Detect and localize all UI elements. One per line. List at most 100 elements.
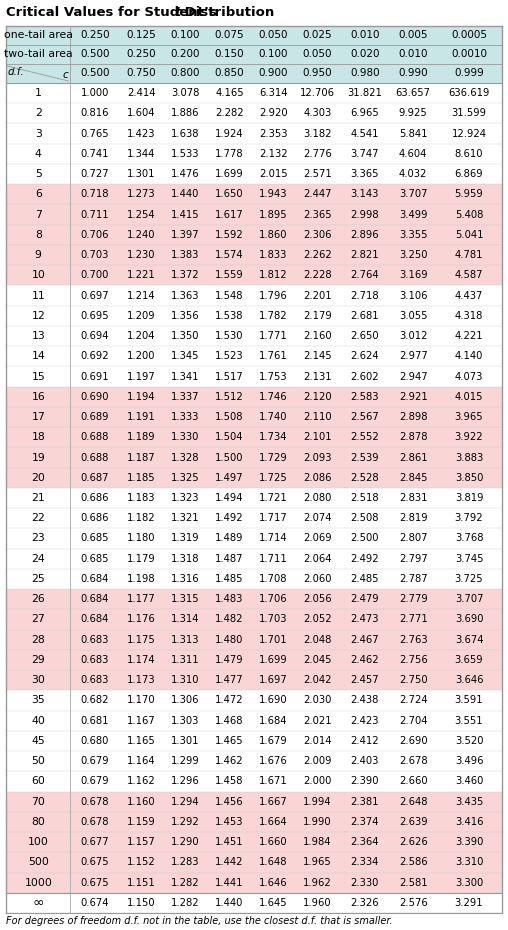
Text: 1.771: 1.771: [259, 331, 288, 341]
Text: 1.323: 1.323: [171, 493, 200, 503]
Text: 1.356: 1.356: [171, 311, 200, 321]
Text: Distribution: Distribution: [180, 6, 274, 19]
Text: 1.721: 1.721: [259, 493, 288, 503]
Text: 100: 100: [28, 837, 49, 847]
Text: 2.015: 2.015: [259, 169, 288, 179]
Text: 1.479: 1.479: [215, 655, 244, 665]
Text: 0.697: 0.697: [80, 290, 109, 300]
Text: 2.552: 2.552: [351, 432, 379, 443]
Text: 1.796: 1.796: [259, 290, 288, 300]
Text: 1.313: 1.313: [171, 634, 200, 644]
Text: 0.150: 0.150: [215, 49, 244, 60]
Text: 1.319: 1.319: [171, 534, 200, 543]
Text: 5.841: 5.841: [399, 128, 427, 139]
Text: 0.684: 0.684: [81, 574, 109, 584]
Text: 1.960: 1.960: [303, 897, 332, 908]
Text: 28: 28: [31, 634, 45, 644]
Text: 2.920: 2.920: [259, 109, 288, 118]
Text: d.f.: d.f.: [8, 68, 24, 77]
Text: 0.685: 0.685: [81, 553, 109, 564]
Text: 6.869: 6.869: [455, 169, 483, 179]
Text: 2.861: 2.861: [399, 453, 428, 462]
Text: 3.819: 3.819: [455, 493, 483, 503]
Text: 4.604: 4.604: [399, 149, 427, 159]
Text: 0.250: 0.250: [80, 31, 110, 41]
Text: 3.106: 3.106: [399, 290, 427, 300]
Text: 6.314: 6.314: [259, 88, 288, 99]
Text: 1.592: 1.592: [215, 230, 244, 240]
Text: 2.831: 2.831: [399, 493, 427, 503]
Text: 25: 25: [31, 574, 45, 584]
Text: 1.301: 1.301: [127, 169, 155, 179]
Text: 1.176: 1.176: [127, 615, 155, 624]
Text: 0.674: 0.674: [81, 897, 109, 908]
Text: 2.423: 2.423: [351, 716, 379, 725]
Text: 2.718: 2.718: [351, 290, 379, 300]
Text: 0.679: 0.679: [80, 777, 109, 787]
Text: 2.648: 2.648: [399, 797, 427, 806]
Text: 1.350: 1.350: [171, 331, 200, 341]
Text: 2.132: 2.132: [259, 149, 288, 159]
Text: 0.990: 0.990: [398, 69, 428, 78]
Text: 1.729: 1.729: [259, 453, 288, 462]
Text: 0.684: 0.684: [81, 615, 109, 624]
Text: 0.687: 0.687: [81, 472, 109, 483]
Text: 12.924: 12.924: [452, 128, 487, 139]
Text: 2.014: 2.014: [303, 736, 332, 746]
Text: 636.619: 636.619: [449, 88, 490, 99]
Text: 1.530: 1.530: [215, 331, 244, 341]
Text: 2.093: 2.093: [303, 453, 332, 462]
Text: 1.523: 1.523: [215, 352, 244, 361]
Bar: [6, 184, 502, 205]
Text: 0.100: 0.100: [259, 49, 288, 60]
Text: 4.318: 4.318: [455, 311, 483, 321]
Text: For degrees of freedom d.f. not in the table, use the closest d.f. that is small: For degrees of freedom d.f. not in the t…: [6, 916, 393, 926]
Text: 1.472: 1.472: [215, 696, 244, 706]
Text: 1.462: 1.462: [215, 756, 244, 766]
Text: 1.711: 1.711: [259, 553, 288, 564]
Text: 3.768: 3.768: [455, 534, 483, 543]
Text: 63.657: 63.657: [396, 88, 431, 99]
Text: 1.183: 1.183: [127, 493, 155, 503]
Text: 1.833: 1.833: [259, 250, 288, 260]
Text: 1.453: 1.453: [215, 817, 244, 827]
Text: 0.678: 0.678: [81, 817, 109, 827]
Bar: [6, 326, 502, 346]
Text: 2.750: 2.750: [399, 675, 428, 685]
Bar: [6, 488, 502, 508]
Text: 1.415: 1.415: [171, 209, 200, 219]
Bar: [6, 771, 502, 791]
Text: 2.353: 2.353: [259, 128, 288, 139]
Text: 1.994: 1.994: [303, 797, 332, 806]
Text: 2.678: 2.678: [399, 756, 428, 766]
Text: 2.485: 2.485: [351, 574, 379, 584]
Text: 3.078: 3.078: [171, 88, 200, 99]
Text: 2.438: 2.438: [351, 696, 379, 706]
Text: 0.689: 0.689: [81, 412, 109, 422]
Text: 10: 10: [31, 271, 45, 280]
Text: 2.539: 2.539: [351, 453, 379, 462]
Text: 3.300: 3.300: [455, 878, 483, 887]
Text: 3.690: 3.690: [455, 615, 483, 624]
Text: 1.717: 1.717: [259, 513, 288, 524]
Text: 5.959: 5.959: [455, 190, 484, 199]
Text: 1.157: 1.157: [127, 837, 155, 847]
Text: 2.624: 2.624: [351, 352, 379, 361]
Text: 1.185: 1.185: [127, 472, 155, 483]
Text: 1.638: 1.638: [171, 128, 200, 139]
Text: 3.310: 3.310: [455, 857, 483, 868]
Text: 2.998: 2.998: [351, 209, 379, 219]
Text: 0.683: 0.683: [81, 634, 109, 644]
Text: 3.496: 3.496: [455, 756, 483, 766]
Text: 22: 22: [31, 513, 45, 524]
Text: 2.586: 2.586: [399, 857, 428, 868]
Text: 0.680: 0.680: [81, 736, 109, 746]
Text: 1.714: 1.714: [259, 534, 288, 543]
Text: 0.100: 0.100: [171, 31, 200, 41]
Text: 1.240: 1.240: [127, 230, 155, 240]
Text: Critical Values for Student’s: Critical Values for Student’s: [6, 6, 221, 19]
Text: 2.492: 2.492: [351, 553, 379, 564]
Text: 1.708: 1.708: [259, 574, 288, 584]
Bar: [6, 791, 502, 812]
Text: 4.073: 4.073: [455, 372, 483, 381]
